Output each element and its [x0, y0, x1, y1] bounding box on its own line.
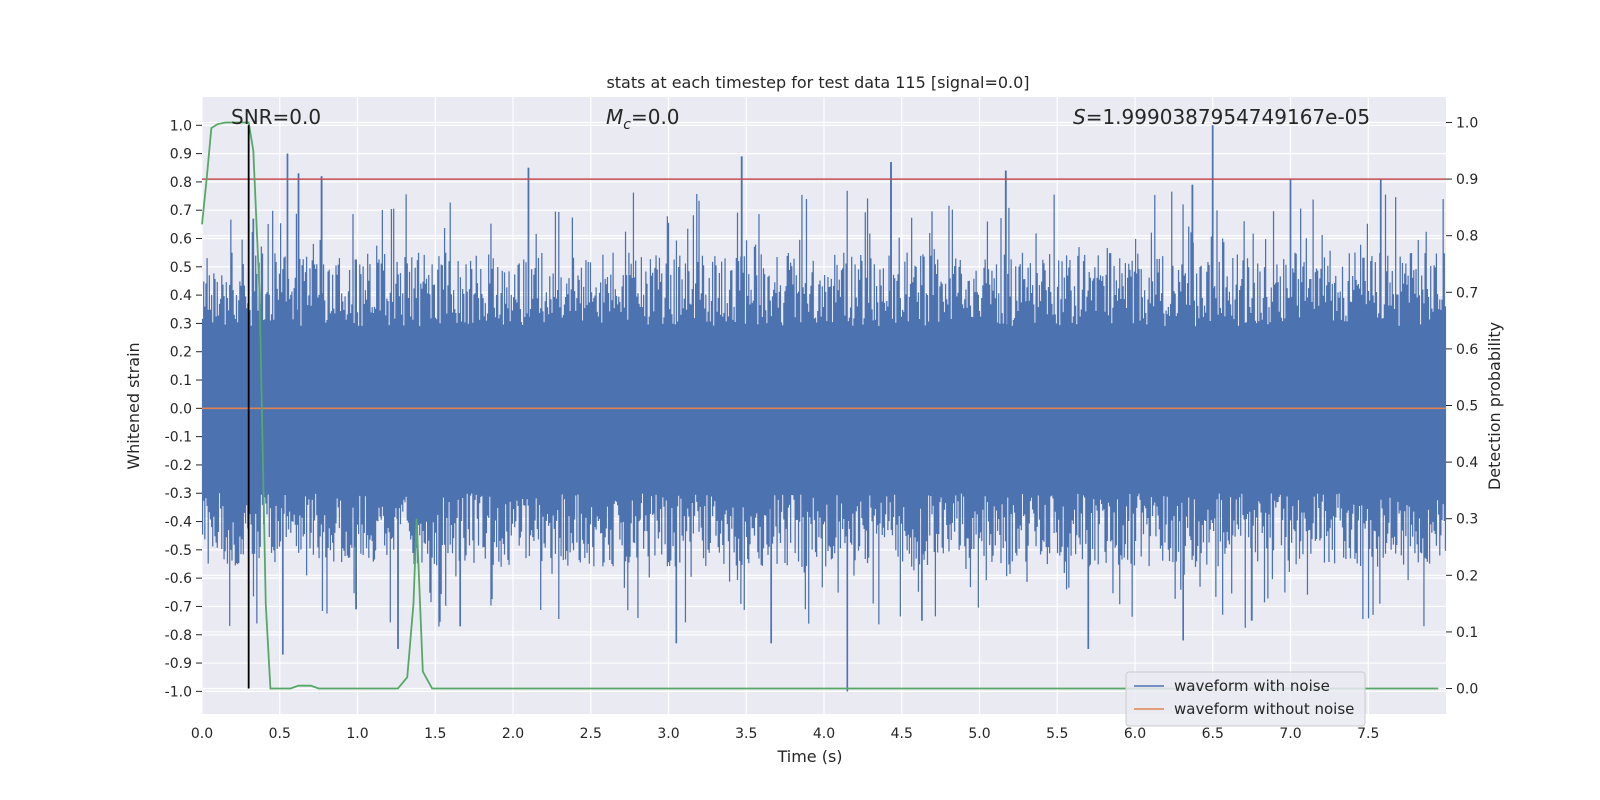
x-tick-label: 1.0 [346, 726, 368, 742]
chirp-mass-value: =0.0 [631, 105, 680, 129]
legend-box [1125, 671, 1366, 727]
x-tick-label: 7.5 [1357, 726, 1379, 742]
snr-annotation: SNR=0.0 [231, 105, 321, 129]
y-tick-label: 0.2 [170, 345, 192, 361]
x-tick-label: 3.0 [657, 726, 679, 742]
y-tick-label: -0.4 [165, 515, 192, 531]
legend-label-noise: waveform with noise [1174, 677, 1330, 695]
y-tick-label: -0.8 [165, 628, 192, 644]
x-tick-label: 5.5 [1046, 726, 1068, 742]
right-tick-label: 0.5 [1456, 399, 1478, 415]
chirp-mass-subscript: c [623, 117, 631, 133]
y-axis-ticks: 1.0 0.9 0.8 0.7 0.6 0.5 0.4 0.3 0.2 0.1 0.0 -0.1 -0.… [165, 118, 202, 700]
y-tick-label: -0.9 [165, 656, 192, 672]
chirp-mass-symbol: M [606, 105, 623, 129]
s-annotation: S=1.9990387954749167e-05 [1073, 105, 1370, 129]
y-tick-label: 0.3 [170, 316, 192, 332]
y-tick-label: -0.7 [165, 599, 192, 615]
waveform-with-noise-series [201, 125, 1447, 692]
y-tick-label: 0.4 [170, 288, 192, 304]
y-tick-label: 0.6 [170, 232, 192, 248]
noise-negative-trace [201, 408, 1447, 692]
y-tick-label: -0.1 [165, 430, 192, 446]
right-axis-ticks: 1.0 0.9 0.8 0.7 0.6 0.5 0.4 0.3 0.2 0.1 0.0 [1446, 115, 1478, 698]
right-tick-label: 0.2 [1456, 568, 1478, 584]
x-axis-ticks: 0.0 0.5 1.0 1.5 2.0 2.5 3.0 3.5 4.0 4.5 5.0 5.5 6.0 6… [191, 726, 1380, 742]
right-tick-label: 0.8 [1456, 229, 1478, 245]
x-tick-label: 3.5 [735, 726, 757, 742]
legend: waveform with noise waveform without noi… [1125, 671, 1366, 727]
legend-label-clean: waveform without noise [1174, 700, 1354, 718]
s-symbol: S [1073, 105, 1086, 129]
right-tick-label: 0.6 [1456, 342, 1478, 358]
chirp-mass-annotation: Mc=0.0 [606, 105, 680, 133]
y-tick-label: -0.3 [165, 486, 192, 502]
x-tick-label: 2.0 [502, 726, 524, 742]
right-tick-label: 0.3 [1456, 512, 1478, 528]
y-tick-label: 0.8 [170, 175, 192, 191]
x-tick-label: 4.0 [813, 726, 835, 742]
x-tick-label: 4.5 [891, 726, 913, 742]
x-tick-label: 5.0 [968, 726, 990, 742]
y-tick-label: 0.0 [170, 401, 192, 417]
y-tick-label: -0.6 [165, 571, 192, 587]
x-tick-label: 2.5 [580, 726, 602, 742]
right-tick-label: 0.0 [1456, 682, 1478, 698]
y-tick-label: 0.5 [170, 260, 192, 276]
chart-title: stats at each timestep for test data 115… [606, 73, 1029, 92]
x-tick-label: 1.5 [424, 726, 446, 742]
right-axis-label: Detection probability [1485, 322, 1504, 490]
x-tick-label: 0.0 [191, 726, 213, 742]
noise-positive-trace [201, 125, 1447, 409]
right-tick-label: 0.9 [1456, 172, 1478, 188]
right-tick-label: 1.0 [1456, 115, 1478, 131]
right-tick-label: 0.1 [1456, 625, 1478, 641]
y-tick-label: -1.0 [165, 684, 192, 700]
right-tick-label: 0.7 [1456, 285, 1478, 301]
detection-probability-line [201, 121, 1439, 690]
y-tick-label: -0.2 [165, 458, 192, 474]
overlay-lines [201, 121, 1446, 690]
s-value: =1.9990387954749167e-05 [1086, 105, 1370, 129]
y-tick-label: 0.1 [170, 373, 192, 389]
x-tick-label: 0.5 [269, 726, 291, 742]
y-tick-label: 1.0 [170, 118, 192, 134]
x-tick-label: 7.0 [1279, 726, 1301, 742]
x-axis-label: Time (s) [776, 747, 842, 766]
right-tick-label: 0.4 [1456, 455, 1478, 471]
y-tick-label: -0.5 [165, 543, 192, 559]
x-tick-label: 6.5 [1202, 726, 1224, 742]
y-tick-label: 0.9 [170, 147, 192, 163]
x-tick-label: 6.0 [1124, 726, 1146, 742]
y-axis-label: Whitened strain [124, 342, 143, 469]
y-tick-label: 0.7 [170, 203, 192, 219]
